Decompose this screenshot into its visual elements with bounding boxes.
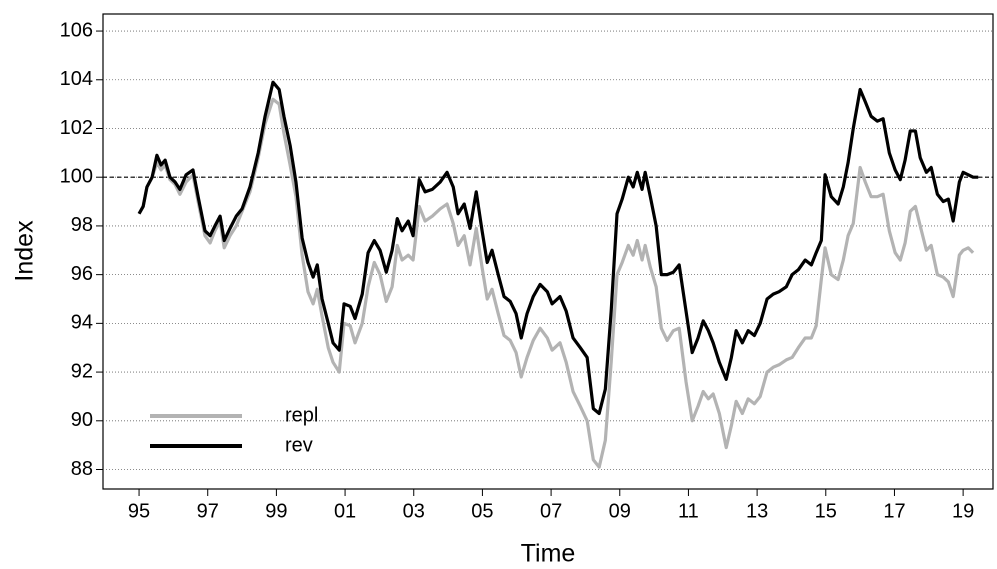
x-tick-label: 03 — [403, 500, 425, 522]
y-tick-label: 104 — [60, 68, 93, 90]
x-tick-label: 09 — [609, 500, 631, 522]
y-tick-label: 96 — [71, 263, 93, 285]
y-tick-label: 106 — [60, 19, 93, 41]
legend-label: repl — [285, 404, 318, 426]
x-tick-label: 01 — [334, 500, 356, 522]
y-tick-label: 88 — [71, 458, 93, 480]
x-tick-label: 95 — [128, 500, 150, 522]
x-tick-label: 99 — [265, 500, 287, 522]
x-tick-label: 07 — [540, 500, 562, 522]
y-tick-label: 102 — [60, 117, 93, 139]
x-tick-label: 19 — [952, 500, 974, 522]
y-tick-label: 92 — [71, 360, 93, 382]
x-tick-label: 17 — [883, 500, 905, 522]
y-tick-label: 90 — [71, 409, 93, 431]
x-axis-title: Time — [521, 540, 576, 568]
x-tick-label: 11 — [678, 500, 699, 522]
x-tick-label: 13 — [746, 500, 768, 522]
x-tick-label: 97 — [197, 500, 219, 522]
y-tick-label: 98 — [71, 214, 93, 236]
y-axis-title: Index — [11, 220, 39, 282]
y-tick-label: 94 — [71, 312, 93, 334]
plot-frame — [102, 13, 994, 490]
x-tick-label: 15 — [815, 500, 837, 522]
legend-label: rev — [285, 434, 313, 456]
series-line — [137, 97, 975, 469]
x-tick-label: 05 — [471, 500, 493, 522]
series-line — [137, 80, 979, 416]
y-tick-label: 100 — [60, 165, 93, 187]
